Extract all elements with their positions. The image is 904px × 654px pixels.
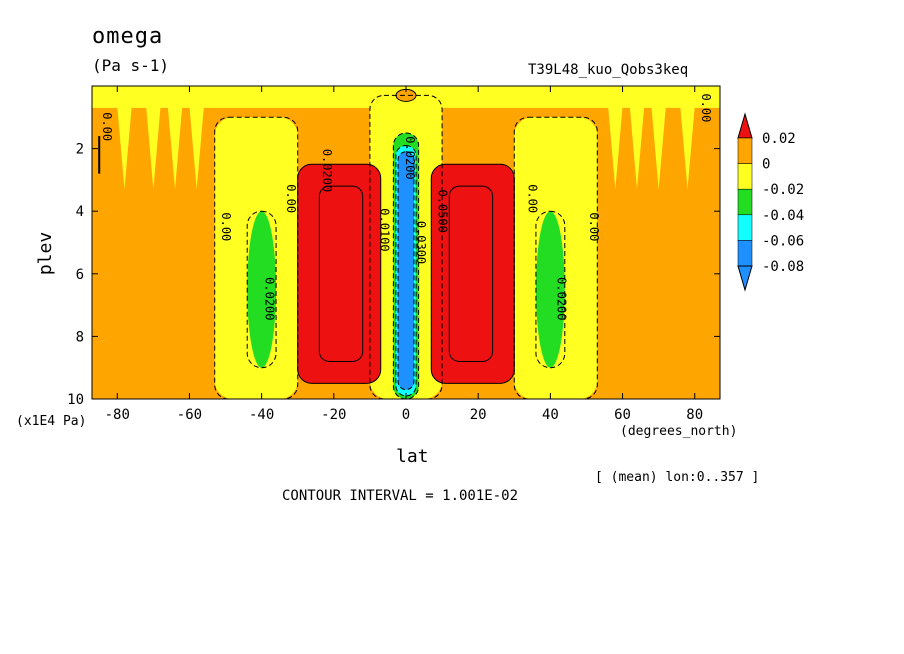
red-inner-contour-0 xyxy=(318,185,364,362)
y-tick-label-2: 6 xyxy=(76,267,84,283)
contour-label-5: 0.00 xyxy=(587,212,601,241)
contour-line-9 xyxy=(395,144,417,397)
x-tick-label-8: 80 xyxy=(686,407,703,423)
contour-label-10: 0.0500 xyxy=(435,190,449,233)
chart-units: (Pa s-1) xyxy=(92,56,170,75)
yellow-finger-7 xyxy=(678,86,697,190)
red-region-6 xyxy=(297,164,381,384)
contour-label-8: 0.0200 xyxy=(555,277,569,320)
contour-label-9: 0.0100 xyxy=(378,208,392,251)
colorbar-bin-top xyxy=(737,112,753,139)
contour-label-11: 0.0300 xyxy=(414,221,428,264)
green-region-5 xyxy=(535,211,565,368)
x-units-label: (degrees_north) xyxy=(620,424,738,439)
pressure-scale-label: (x1E4 Pa) xyxy=(16,414,87,429)
contour-line-5 xyxy=(535,210,566,369)
y-tick-label-4: 10 xyxy=(67,392,84,408)
yellow-finger-5 xyxy=(627,86,646,190)
x-tick-label-0: -80 xyxy=(105,407,130,423)
contour-label-4: 0.00 xyxy=(526,184,540,213)
contour-line-10 xyxy=(397,151,415,391)
y-axis-label: plev xyxy=(35,231,57,276)
colorbar-label-1: 0 xyxy=(762,157,770,173)
yellow-finger-6 xyxy=(649,86,668,190)
x-tick-label-3: -20 xyxy=(321,407,346,423)
colorbar-bin-5 xyxy=(737,240,753,267)
colorbar-label-5: -0.08 xyxy=(762,259,804,275)
x-tick-label-5: 20 xyxy=(470,407,487,423)
x-axis-label: lat xyxy=(396,446,429,467)
colorbar-bin-4 xyxy=(737,214,753,241)
colorbar-label-3: -0.04 xyxy=(762,208,804,224)
yellow-finger-1 xyxy=(144,86,163,190)
mean-note: [ (mean) lon:0..357 ] xyxy=(595,470,760,485)
red-region-7 xyxy=(431,164,515,384)
contour-line-4 xyxy=(246,210,277,369)
blue-region-10 xyxy=(398,151,414,390)
y-tick-label-3: 8 xyxy=(76,329,84,345)
contour-label-1: 0.00 xyxy=(699,93,713,122)
contour-label-7: 0.0200 xyxy=(262,277,276,320)
contour-label-12: 0.0200 xyxy=(403,136,417,179)
y-tick-label-1: 4 xyxy=(76,204,84,220)
x-tick-label-1: -60 xyxy=(177,407,202,423)
green-region-4 xyxy=(247,211,277,368)
colorbar-label-0: 0.02 xyxy=(762,131,796,147)
yellow-finger-2 xyxy=(166,86,185,190)
x-tick-label-6: 40 xyxy=(542,407,559,423)
colorbar-bin-bottom xyxy=(737,265,753,292)
colorbar-label-2: -0.02 xyxy=(762,182,804,198)
chart-title: omega xyxy=(92,24,164,49)
contour-line-6 xyxy=(297,163,382,384)
contour-label-0: 0.00 xyxy=(100,112,114,141)
yellow-finger-4 xyxy=(606,86,625,190)
yellow-finger-0 xyxy=(115,86,134,190)
red-inner-contour-1 xyxy=(448,185,494,362)
x-tick-label-4: 0 xyxy=(402,407,410,423)
colorbar-bin-3 xyxy=(737,188,753,216)
run-label: T39L48_kuo_Qobs3keq xyxy=(528,62,689,78)
yellow-finger-3 xyxy=(187,86,206,190)
contour-line-7 xyxy=(430,163,515,384)
contour-label-3: 0.00 xyxy=(284,184,298,213)
colorbar-bin-1 xyxy=(737,137,753,164)
contour-interval-label: CONTOUR INTERVAL = 1.001E-02 xyxy=(282,488,519,504)
contour-label-2: 0.00 xyxy=(219,212,233,241)
y-tick-label-0: 2 xyxy=(76,142,84,158)
colorbar-bin-2 xyxy=(737,163,753,190)
x-tick-label-7: 60 xyxy=(614,407,631,423)
x-tick-label-2: -40 xyxy=(249,407,274,423)
colorbar-label-4: -0.06 xyxy=(762,233,804,249)
contour-label-6: 0.0200 xyxy=(320,149,334,192)
